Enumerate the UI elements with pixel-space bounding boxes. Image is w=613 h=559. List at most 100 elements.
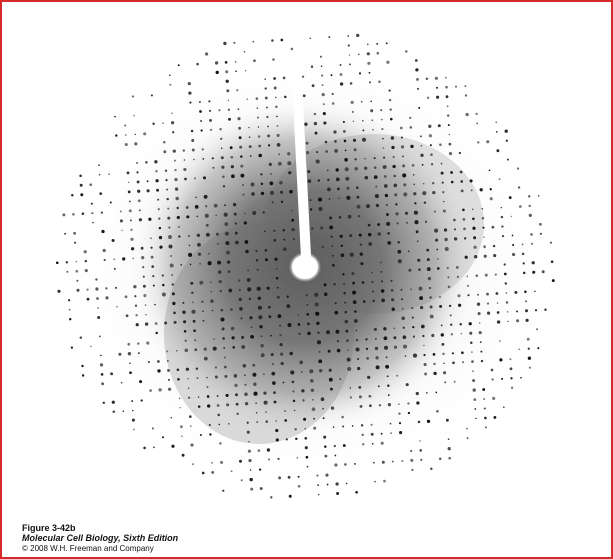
diffraction-spot	[267, 458, 271, 461]
diffraction-spot	[143, 446, 146, 450]
diffraction-spot	[230, 326, 235, 331]
diffraction-spot	[97, 307, 99, 309]
diffraction-spot	[269, 181, 274, 186]
diffraction-spot	[419, 135, 422, 138]
diffraction-spot	[108, 173, 110, 175]
diffraction-spot	[333, 130, 337, 134]
diffraction-spot	[506, 311, 509, 313]
diffraction-spot	[249, 155, 252, 158]
diffraction-spot	[368, 81, 372, 84]
diffraction-spot	[228, 117, 231, 121]
diffraction-spot	[409, 126, 413, 129]
diffraction-spot	[137, 352, 140, 355]
diffraction-spot	[152, 274, 155, 278]
diffraction-spot	[168, 378, 170, 381]
diffraction-spot	[372, 128, 374, 131]
diffraction-spot	[504, 282, 508, 285]
diffraction-spot	[70, 346, 74, 349]
diffraction-spot	[134, 133, 136, 136]
diffraction-spot	[266, 115, 269, 119]
diffraction-spot	[191, 148, 195, 152]
diffraction-spot	[510, 386, 514, 390]
diffraction-spot	[383, 345, 389, 350]
diffraction-spot	[336, 348, 341, 353]
diffraction-spot	[349, 387, 352, 389]
diffraction-spot	[282, 76, 286, 80]
diffraction-spot	[282, 381, 285, 384]
diffraction-spot	[317, 331, 320, 334]
diffraction-spot	[336, 492, 340, 495]
diffraction-spot	[273, 86, 277, 90]
diffraction-spot	[232, 346, 236, 349]
diffraction-spot	[101, 382, 105, 386]
diffraction-spot	[276, 125, 279, 127]
diffraction-spot	[233, 374, 238, 378]
diffraction-spot	[263, 230, 266, 233]
diffraction-spot	[206, 395, 210, 398]
diffraction-spot	[431, 181, 435, 185]
diffraction-spot	[188, 244, 191, 247]
diffraction-spot	[410, 458, 414, 462]
diffraction-spot	[143, 132, 147, 136]
diffraction-spot	[352, 138, 357, 142]
diffraction-spot	[415, 68, 419, 72]
diffraction-spot	[390, 432, 392, 434]
diffraction-spot	[362, 137, 366, 142]
diffraction-spot	[359, 243, 363, 246]
diffraction-spot	[413, 192, 417, 196]
diffraction-spot	[403, 344, 407, 349]
diffraction-spot	[354, 310, 357, 313]
diffraction-spot	[505, 292, 508, 294]
diffraction-spot	[409, 116, 412, 119]
diffraction-spot	[447, 285, 451, 289]
diffraction-spot	[449, 323, 453, 327]
diffraction-spot	[255, 249, 258, 252]
diffraction-spot	[400, 288, 403, 291]
diffraction-spot	[80, 193, 84, 197]
diffraction-spot	[370, 423, 373, 426]
diffraction-spot	[380, 289, 385, 293]
diffraction-spot	[301, 389, 305, 393]
diffraction-spot	[423, 201, 427, 204]
diffraction-spot	[276, 295, 280, 299]
diffraction-spot	[144, 304, 147, 306]
diffraction-spot	[324, 140, 328, 144]
diffraction-spot	[401, 298, 404, 301]
diffraction-spot	[216, 395, 219, 397]
diffraction-spot	[380, 271, 383, 273]
diffraction-spot	[439, 143, 442, 146]
diffraction-spot	[344, 301, 347, 304]
diffraction-spot	[354, 167, 358, 171]
diffraction-spot	[385, 356, 388, 359]
diffraction-spot	[351, 272, 355, 276]
diffraction-spot	[432, 353, 436, 356]
diffraction-spot	[374, 194, 379, 199]
diffraction-spot	[439, 304, 443, 308]
diffraction-spot	[437, 258, 439, 260]
diffraction-spot	[371, 271, 373, 274]
diffraction-spot	[318, 350, 321, 353]
diffraction-spot	[187, 396, 191, 399]
diffraction-spot	[360, 424, 364, 427]
diffraction-spot	[267, 125, 269, 128]
diffraction-spot	[407, 402, 410, 405]
xray-diffraction-pattern	[54, 33, 564, 499]
diffraction-spot	[100, 354, 102, 357]
diffraction-spot	[275, 438, 279, 442]
diffraction-spot	[238, 297, 242, 302]
diffraction-spot	[84, 269, 88, 273]
diffraction-spot	[253, 59, 256, 63]
diffraction-spot	[453, 228, 457, 231]
diffraction-spot	[429, 296, 432, 299]
diffraction-spot	[75, 269, 79, 273]
diffraction-spot	[334, 302, 337, 305]
diffraction-spot	[241, 335, 245, 339]
diffraction-spot	[440, 162, 443, 165]
diffraction-spot	[471, 351, 473, 353]
diffraction-spot	[203, 194, 208, 199]
diffraction-spot	[392, 155, 395, 159]
diffraction-spot	[420, 145, 423, 147]
diffraction-spot	[419, 440, 421, 442]
diffraction-spot	[240, 173, 245, 178]
diffraction-spot	[240, 155, 243, 158]
